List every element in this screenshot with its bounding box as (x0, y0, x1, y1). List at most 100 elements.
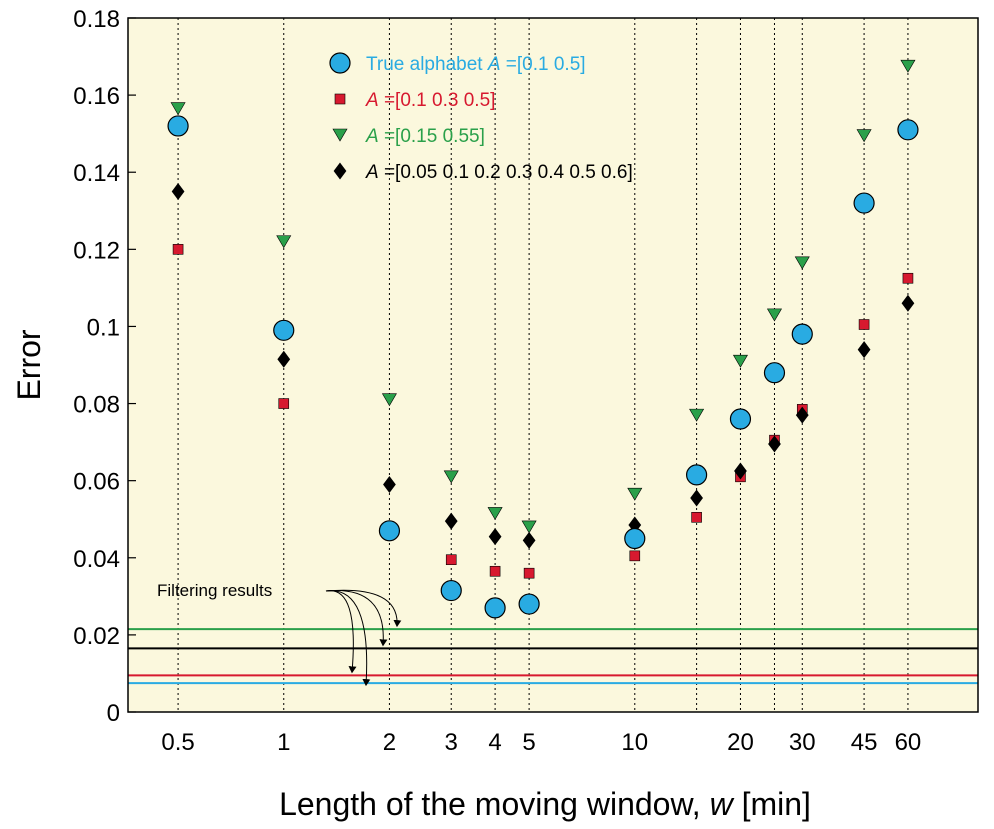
x-axis-label-variable: w (710, 786, 735, 822)
legend-values: =[0.05 0.1 0.2 0.3 0.4 0.5 0.6] (379, 162, 633, 183)
legend-label: A =[0.1 0.3 0.5] (365, 90, 495, 111)
x-axis-label: Length of the moving window, w [min] (279, 786, 811, 822)
legend-values: =[0.1 0.5] (501, 54, 586, 75)
y-tick-label: 0.12 (73, 237, 120, 264)
x-tick-label: 0.5 (161, 729, 194, 756)
data-point-triangle-down (856, 129, 872, 143)
legend-variable: A (487, 54, 501, 75)
x-tick-label: 2 (383, 729, 396, 756)
y-tick-label: 0.16 (73, 83, 120, 110)
data-point-triangle-down (900, 59, 916, 73)
data-point-triangle-down (381, 393, 397, 407)
legend-marker-square (334, 93, 346, 105)
data-point-circle (518, 593, 540, 615)
legend-marker-diamond (333, 162, 347, 180)
data-point-triangle-down (766, 308, 782, 322)
data-point-square (523, 567, 535, 579)
data-point-diamond (488, 528, 502, 546)
data-point-triangle-down (794, 256, 810, 270)
x-tick-label: 4 (488, 729, 501, 756)
data-point-diamond (522, 531, 536, 549)
y-tick-label: 0.08 (73, 392, 120, 419)
x-tick-label: 3 (445, 729, 458, 756)
legend-variable: A (365, 126, 379, 147)
data-point-triangle-down (627, 487, 643, 501)
data-point-circle (897, 119, 919, 141)
y-tick-label: 0.06 (73, 469, 120, 496)
plot-background (128, 18, 978, 712)
x-axis-label-unit: [min] (733, 786, 811, 822)
y-tick-label: 0.14 (73, 160, 120, 187)
plot-frame (127, 17, 979, 713)
data-point-circle (763, 362, 786, 384)
data-point-triangle-down (276, 235, 292, 249)
x-tick-label: 45 (851, 729, 878, 756)
data-markers (167, 59, 919, 619)
y-tick-label: 0 (107, 700, 120, 727)
data-point-circle (624, 527, 646, 550)
legend-label: A =[0.05 0.1 0.2 0.3 0.4 0.5 0.6] (365, 162, 633, 183)
legend-marker-triangle-down (332, 128, 348, 142)
data-point-diamond (444, 512, 458, 530)
data-point-diamond (171, 183, 185, 200)
data-point-circle (686, 464, 708, 486)
data-point-square (445, 554, 457, 566)
legend-values: =[0.1 0.3 0.5] (379, 90, 496, 111)
y-tick-label: 0.1 (87, 314, 120, 341)
x-axis: 0.5 1 2 3 4 5 10 20 30 45 60 (161, 729, 921, 756)
annotation-arrow (325, 590, 371, 687)
data-point-diamond (768, 435, 781, 453)
data-point-circle (484, 597, 506, 619)
data-point-diamond (690, 489, 703, 507)
legend-variable: A (365, 90, 379, 111)
x-tick-label: 20 (727, 729, 754, 756)
x-tick-label: 30 (789, 729, 816, 756)
data-point-triangle-down (170, 102, 186, 116)
data-point-square (172, 244, 184, 255)
data-point-triangle-down (732, 354, 748, 368)
data-point-triangle-down (443, 470, 459, 484)
x-tick-label: 10 (621, 729, 648, 756)
data-point-diamond (901, 294, 915, 312)
x-tick-label: 5 (522, 729, 535, 756)
data-point-circle (853, 192, 875, 214)
annotation: Filtering results (157, 581, 402, 687)
data-point-diamond (795, 406, 809, 424)
y-axis: 0 0.02 0.04 0.06 0.08 0.1 0.12 0.14 0.16 0.18 (73, 6, 136, 727)
data-point-diamond (383, 476, 396, 494)
legend-series-name: True alphabet (366, 54, 488, 75)
data-point-diamond (277, 350, 291, 368)
data-point-triangle-down (689, 408, 705, 422)
data-point-circle (273, 319, 295, 341)
x-axis-label-text: Length of the moving window, (279, 786, 710, 822)
data-point-square (278, 398, 290, 409)
data-point-circle (440, 579, 462, 602)
x-tick-label: 60 (895, 729, 922, 756)
legend-marker-circle (329, 52, 351, 74)
legend-values: =[0.15 0.55] (379, 126, 485, 147)
data-point-diamond (857, 341, 871, 359)
data-point-square (489, 565, 501, 577)
data-point-square (858, 319, 870, 330)
legend-label: A =[0.15 0.55] (365, 126, 485, 147)
legend-label: True alphabet A =[0.1 0.5] (366, 54, 586, 75)
data-point-circle (729, 408, 752, 430)
y-tick-label: 0.02 (73, 623, 120, 650)
data-point-circle (791, 323, 813, 345)
data-point-square (902, 272, 914, 284)
reference-lines (128, 628, 978, 685)
annotation-label: Filtering results (157, 581, 272, 600)
y-tick-label: 0.18 (73, 6, 120, 33)
data-point-circle (167, 115, 189, 137)
y-tick-label: 0.04 (73, 546, 120, 573)
y-axis-label: Error (11, 329, 47, 400)
legend: True alphabet A =[0.1 0.5]A =[0.1 0.3 0.… (329, 52, 633, 183)
data-point-square (691, 511, 702, 523)
data-point-square (629, 550, 641, 562)
annotation-arrow (325, 589, 388, 647)
data-point-triangle-down (487, 507, 503, 521)
data-point-circle (378, 520, 401, 542)
x-tick-label: 1 (277, 729, 290, 756)
legend-variable: A (365, 162, 379, 183)
